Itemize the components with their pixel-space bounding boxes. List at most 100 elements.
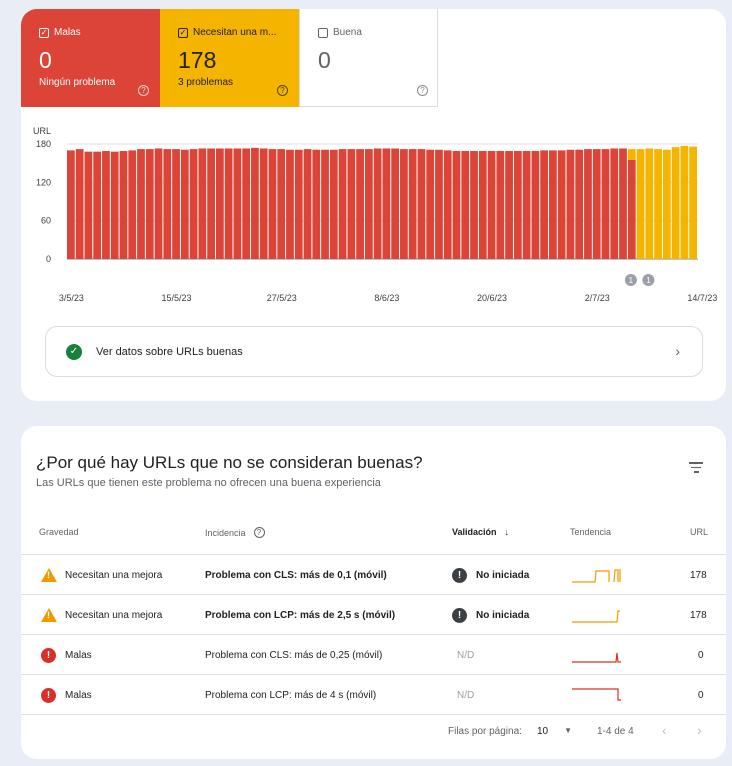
bar [207, 148, 215, 259]
bar [513, 151, 522, 259]
help-icon[interactable]: ? [417, 85, 428, 96]
header-validation[interactable]: Validación ↓ [452, 527, 510, 537]
bar [619, 148, 627, 259]
trend-sparkline [571, 595, 631, 635]
help-icon[interactable]: ? [253, 527, 265, 538]
y-axis-label: URL [33, 126, 51, 136]
good-count: 0 [318, 47, 331, 73]
rows-per-page-select[interactable]: 10 ▼ [537, 726, 573, 737]
x-tick-label: 27/5/23 [267, 293, 297, 303]
bar [198, 148, 207, 259]
y-tick-label: 0 [46, 254, 51, 264]
next-page-icon[interactable]: › [697, 722, 702, 738]
bar [522, 151, 531, 259]
bar [662, 149, 671, 259]
header-trend: Tendencia [570, 527, 612, 537]
bar [180, 149, 189, 259]
bar [286, 149, 294, 259]
tile-good[interactable]: Buena 0 ? [299, 9, 438, 107]
help-icon[interactable]: ? [277, 85, 288, 96]
bar [110, 151, 119, 259]
annotation-label: 1 [629, 276, 634, 285]
bar [102, 151, 110, 259]
chevron-right-icon: › [675, 343, 680, 359]
bar [373, 148, 382, 259]
bar [154, 148, 163, 259]
table-row[interactable]: ! Malas Problema con LCP: más de 4 s (móv… [21, 674, 726, 714]
y-tick-label: 60 [41, 216, 51, 226]
bar [610, 148, 619, 259]
prev-page-icon[interactable]: ‹ [662, 722, 667, 738]
bar [75, 149, 84, 259]
bar [400, 149, 408, 259]
filter-icon[interactable] [689, 462, 703, 476]
bar [636, 149, 645, 259]
bar [435, 149, 443, 259]
x-tick-label: 8/6/23 [374, 293, 399, 303]
bar [478, 151, 487, 259]
help-icon[interactable]: ? [138, 85, 149, 96]
x-tick-label: 2/7/23 [585, 293, 610, 303]
bar [557, 150, 566, 259]
header-severity: Gravedad [39, 527, 79, 537]
issues-subtitle: Las URLs que tienen este problema no ofr… [36, 477, 381, 489]
good-urls-link[interactable]: ✓ Ver datos sobre URLs buenas › [45, 326, 703, 377]
table-divider [21, 714, 726, 715]
annotation-label: 1 [646, 276, 651, 285]
bar [601, 149, 610, 259]
checkbox-checked-icon[interactable]: ✓ [39, 27, 49, 38]
dropdown-arrow-icon: ▼ [564, 726, 573, 735]
issues-card: ¿Por qué hay URLs que no se consideran b… [21, 426, 726, 759]
bar [224, 148, 233, 259]
bar [654, 149, 662, 259]
x-tick-label: 3/5/23 [59, 293, 84, 303]
table-row[interactable]: Necesitan una mejora Problema con LCP: m… [21, 594, 726, 634]
bar [592, 149, 601, 259]
rows-per-page-label: Filas por página: [448, 726, 522, 737]
tile-bad[interactable]: ✓ Malas 0 Ningún problema ? [21, 9, 160, 107]
checkbox-unchecked-icon[interactable] [318, 27, 328, 38]
header-urls: URL [690, 527, 709, 537]
error-icon: ! [41, 687, 56, 703]
table-row[interactable]: ! Malas Problema con CLS: más de 0,25 (mó… [21, 634, 726, 674]
x-tick-label: 15/5/23 [162, 293, 192, 303]
checkbox-checked-icon[interactable]: ✓ [178, 27, 188, 38]
bar [128, 150, 137, 259]
bar [487, 151, 496, 259]
ni-count: 178 [178, 47, 217, 73]
tile-needs-improvement[interactable]: ✓ Necesitan una m... 178 3 problemas ? [160, 9, 299, 107]
bar [119, 151, 128, 259]
bar [566, 149, 575, 259]
summary-card: ✓ Malas 0 Ningún problema ? ✓ Necesitan un… [21, 9, 726, 401]
bar [584, 149, 592, 259]
bar [145, 149, 154, 259]
table-row[interactable]: Necesitan una mejora Problema con CLS: m… [21, 554, 726, 594]
bar [242, 148, 251, 259]
check-circle-icon: ✓ [66, 343, 82, 360]
bar [338, 149, 347, 259]
annotation-marker [642, 274, 655, 286]
bar [689, 146, 697, 259]
urls-bar-chart: URL 0 60 120 180 3/5/23 15/5/23 27/5/23 8/6/23 20… [33, 126, 717, 303]
warning-icon [41, 568, 57, 582]
info-alert-icon: ! [452, 567, 467, 583]
bar [417, 149, 426, 259]
bad-count: 0 [39, 47, 52, 73]
bar [356, 149, 364, 259]
bar [251, 147, 259, 259]
error-icon: ! [41, 647, 56, 663]
bar [496, 151, 505, 259]
bar [531, 151, 540, 259]
bar [364, 149, 373, 259]
trend-sparkline [571, 635, 631, 675]
bar [347, 149, 356, 259]
bar [680, 145, 689, 259]
bar [163, 149, 172, 259]
y-tick-label: 180 [36, 139, 51, 149]
bar [303, 149, 312, 259]
bar [84, 151, 93, 259]
bar [215, 148, 224, 259]
bar [67, 150, 75, 259]
bar [645, 148, 654, 259]
bar [189, 149, 198, 259]
